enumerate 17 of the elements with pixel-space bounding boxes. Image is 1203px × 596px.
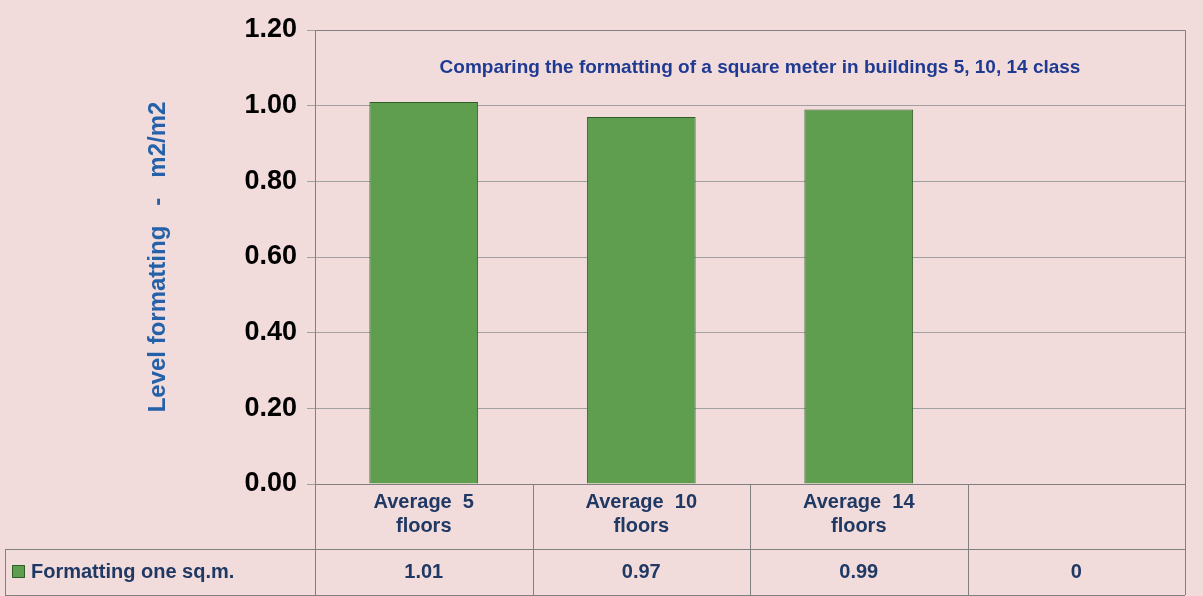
y-tick-label: 0.00 [244,467,297,498]
y-axis-title: Level formatting - m2/m2 [143,101,171,413]
data-label: 0.99 [839,559,879,582]
data-label: 0 [1070,559,1082,582]
x-tick-label: Average 5 floors [373,489,474,536]
y-tick-label: 0.20 [244,391,297,422]
data-label: 0.97 [621,559,661,582]
text: Comparing the formatting of a square meter in buildings 5, 10, 14 class [439,56,1081,78]
y-tick-label: 0.40 [244,316,297,347]
y-tick-label: 1.20 [244,13,297,44]
y-tick-label: 1.00 [244,89,297,120]
x-tick-label: Average 10 floors [585,489,698,536]
legend-label: Formatting one sq.m. [31,559,235,582]
y-tick-label: 0.60 [244,240,297,271]
data-label: 1.01 [404,559,444,582]
x-tick-label: Average 14 floors [802,489,916,536]
y-tick-label: 0.80 [244,164,297,195]
